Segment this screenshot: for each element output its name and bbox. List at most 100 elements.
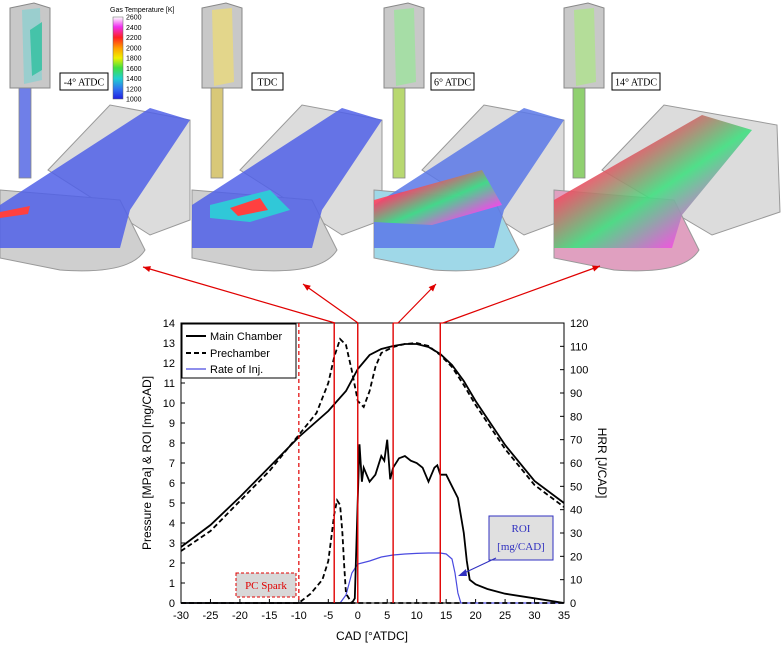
nozzle-tube <box>572 87 586 179</box>
snapshot-connector-line <box>397 283 437 324</box>
nozzle-tube <box>18 87 32 179</box>
snapshot-connector-arrowhead <box>592 265 600 272</box>
y2-tick-label: 30 <box>570 528 582 540</box>
y-tick-label: 12 <box>163 358 175 370</box>
series-pressure-prechamber <box>180 337 565 552</box>
snapshot-label-1-text: -4° ATDC <box>64 78 105 89</box>
colorbar-tick-2200: 2200 <box>126 35 142 42</box>
y-tick-label: 1 <box>169 578 175 590</box>
colorbar-tick-1600: 1600 <box>126 66 142 73</box>
roi-arrow-head <box>458 569 467 576</box>
x-tick-label: -20 <box>232 610 248 622</box>
x-tick-label: 25 <box>499 610 511 622</box>
colorbar-title: Gas Temperature [K] <box>110 7 175 14</box>
y-tick-label: 11 <box>164 378 175 390</box>
y2-tick-label: 120 <box>570 318 588 330</box>
x-tick-label: 15 <box>440 610 452 622</box>
snapshot-panel-3 <box>373 2 565 272</box>
y-tick-label: 6 <box>169 478 175 490</box>
prechamber-hot-region <box>30 22 42 76</box>
roi-annotation: ROI [mg/CAD] <box>458 515 554 576</box>
y2-tick-label: 40 <box>570 505 582 517</box>
legend: Main Chamber Prechamber Rate of Inj. <box>181 323 297 379</box>
snapshot-label-3-text: 6° ATDC <box>434 78 471 89</box>
colorbar-tick-2400: 2400 <box>126 25 142 32</box>
legend-label-pre: Prechamber <box>210 348 270 360</box>
prechamber-flow <box>574 8 596 86</box>
x-tick-label: 5 <box>384 610 390 622</box>
y-tick-label: 14 <box>163 318 175 330</box>
y2-axis-label: HRR [J/CAD] <box>595 428 609 499</box>
snapshot-markers <box>142 265 601 603</box>
snapshot-label-2: TDC <box>251 72 284 91</box>
colorbar-tick-2600: 2600 <box>126 15 142 22</box>
snapshot-panel-2 <box>191 2 383 272</box>
x-tick-label: 10 <box>411 610 423 622</box>
snapshot-panels: Gas Temperature [K] 2600 2400 2200 2000 1800… <box>0 2 781 272</box>
cutplane <box>0 108 190 248</box>
colorbar-tick-1000: 1000 <box>126 97 142 104</box>
x-tick-label: 20 <box>469 610 481 622</box>
temperature-colorbar: Gas Temperature [K] 2600 2400 2200 2000 1800… <box>110 7 175 104</box>
legend-label-roi: Rate of Inj. <box>210 364 263 376</box>
prechamber-flow <box>394 8 416 86</box>
pc-spark-annotation: PC Spark <box>235 572 297 598</box>
snapshot-panel-4 <box>553 2 781 272</box>
y-tick-label: 9 <box>169 418 175 430</box>
y-tick-label: 5 <box>169 498 175 510</box>
pc-spark-label: PC Spark <box>245 580 287 592</box>
cutplane-hot-jet <box>0 206 30 218</box>
snapshot-connector-line <box>302 283 359 324</box>
y-axis-label: Pressure [MPa] & ROI [mg/CAD] <box>140 376 154 550</box>
x-tick-label: -5 <box>323 610 333 622</box>
y-tick-label: 0 <box>169 598 175 610</box>
y2-tick-label: 90 <box>570 388 582 400</box>
y2-tick-label: 70 <box>570 435 582 447</box>
snapshot-label-4: 14° ATDC <box>611 72 661 91</box>
snapshot-label-2-text: TDC <box>258 78 278 89</box>
x-tick-label: -25 <box>203 610 219 622</box>
y2-tick-label: 100 <box>570 365 588 377</box>
colorbar-tick-1200: 1200 <box>126 86 142 93</box>
cutplane-hot-jet <box>230 198 268 216</box>
roi-arrow-line <box>461 557 497 575</box>
colorbar-tick-1800: 1800 <box>126 56 142 63</box>
snapshot-label-4-text: 14° ATDC <box>615 78 657 89</box>
colorbar-gradient <box>112 16 124 100</box>
y2-axis-ticks: 0 10 20 30 40 50 60 70 80 90 100 110 120 <box>560 318 588 610</box>
roi-label-line1: ROI <box>512 523 531 535</box>
y2-tick-label: 20 <box>570 551 582 563</box>
y-tick-label: 8 <box>169 438 175 450</box>
colorbar-tick-2000: 2000 <box>126 45 142 52</box>
y2-tick-label: 60 <box>570 458 582 470</box>
nozzle-tube <box>210 87 224 179</box>
x-tick-label: 35 <box>558 610 570 622</box>
cutplane-reaction-zone <box>554 115 752 248</box>
series-hrr-main-chamber <box>181 439 565 604</box>
colorbar-ticks: 2600 2400 2200 2000 1800 1600 1400 1200 1000 <box>126 15 142 104</box>
snapshot-connector-line <box>442 265 601 324</box>
x-axis-ticks: -30 -25 -20 -15 -10 -5 0 5 10 15 20 25 30 35 <box>173 599 570 622</box>
x-tick-label: -30 <box>173 610 189 622</box>
snapshot-label-1: -4° ATDC <box>59 72 109 91</box>
x-tick-label: -10 <box>291 610 307 622</box>
nozzle-tube <box>392 87 406 179</box>
y2-tick-label: 0 <box>570 598 576 610</box>
y2-tick-label: 110 <box>570 341 588 353</box>
y-tick-label: 4 <box>169 518 175 530</box>
y2-tick-label: 50 <box>570 481 582 493</box>
snapshot-connector-arrowhead <box>428 284 436 292</box>
series-rate-of-injection <box>181 552 564 604</box>
y-tick-label: 2 <box>169 558 175 570</box>
legend-label-main: Main Chamber <box>210 331 282 343</box>
y-tick-label: 3 <box>169 538 175 550</box>
cutplane-reaction-zone <box>374 170 502 225</box>
series-hrr-prechamber <box>181 497 564 604</box>
x-tick-label: -15 <box>261 610 277 622</box>
y2-tick-label: 10 <box>570 575 582 587</box>
snapshot-panel-1 <box>0 2 191 272</box>
y-tick-label: 13 <box>163 338 175 350</box>
x-axis-label: CAD [°ATDC] <box>336 629 408 643</box>
